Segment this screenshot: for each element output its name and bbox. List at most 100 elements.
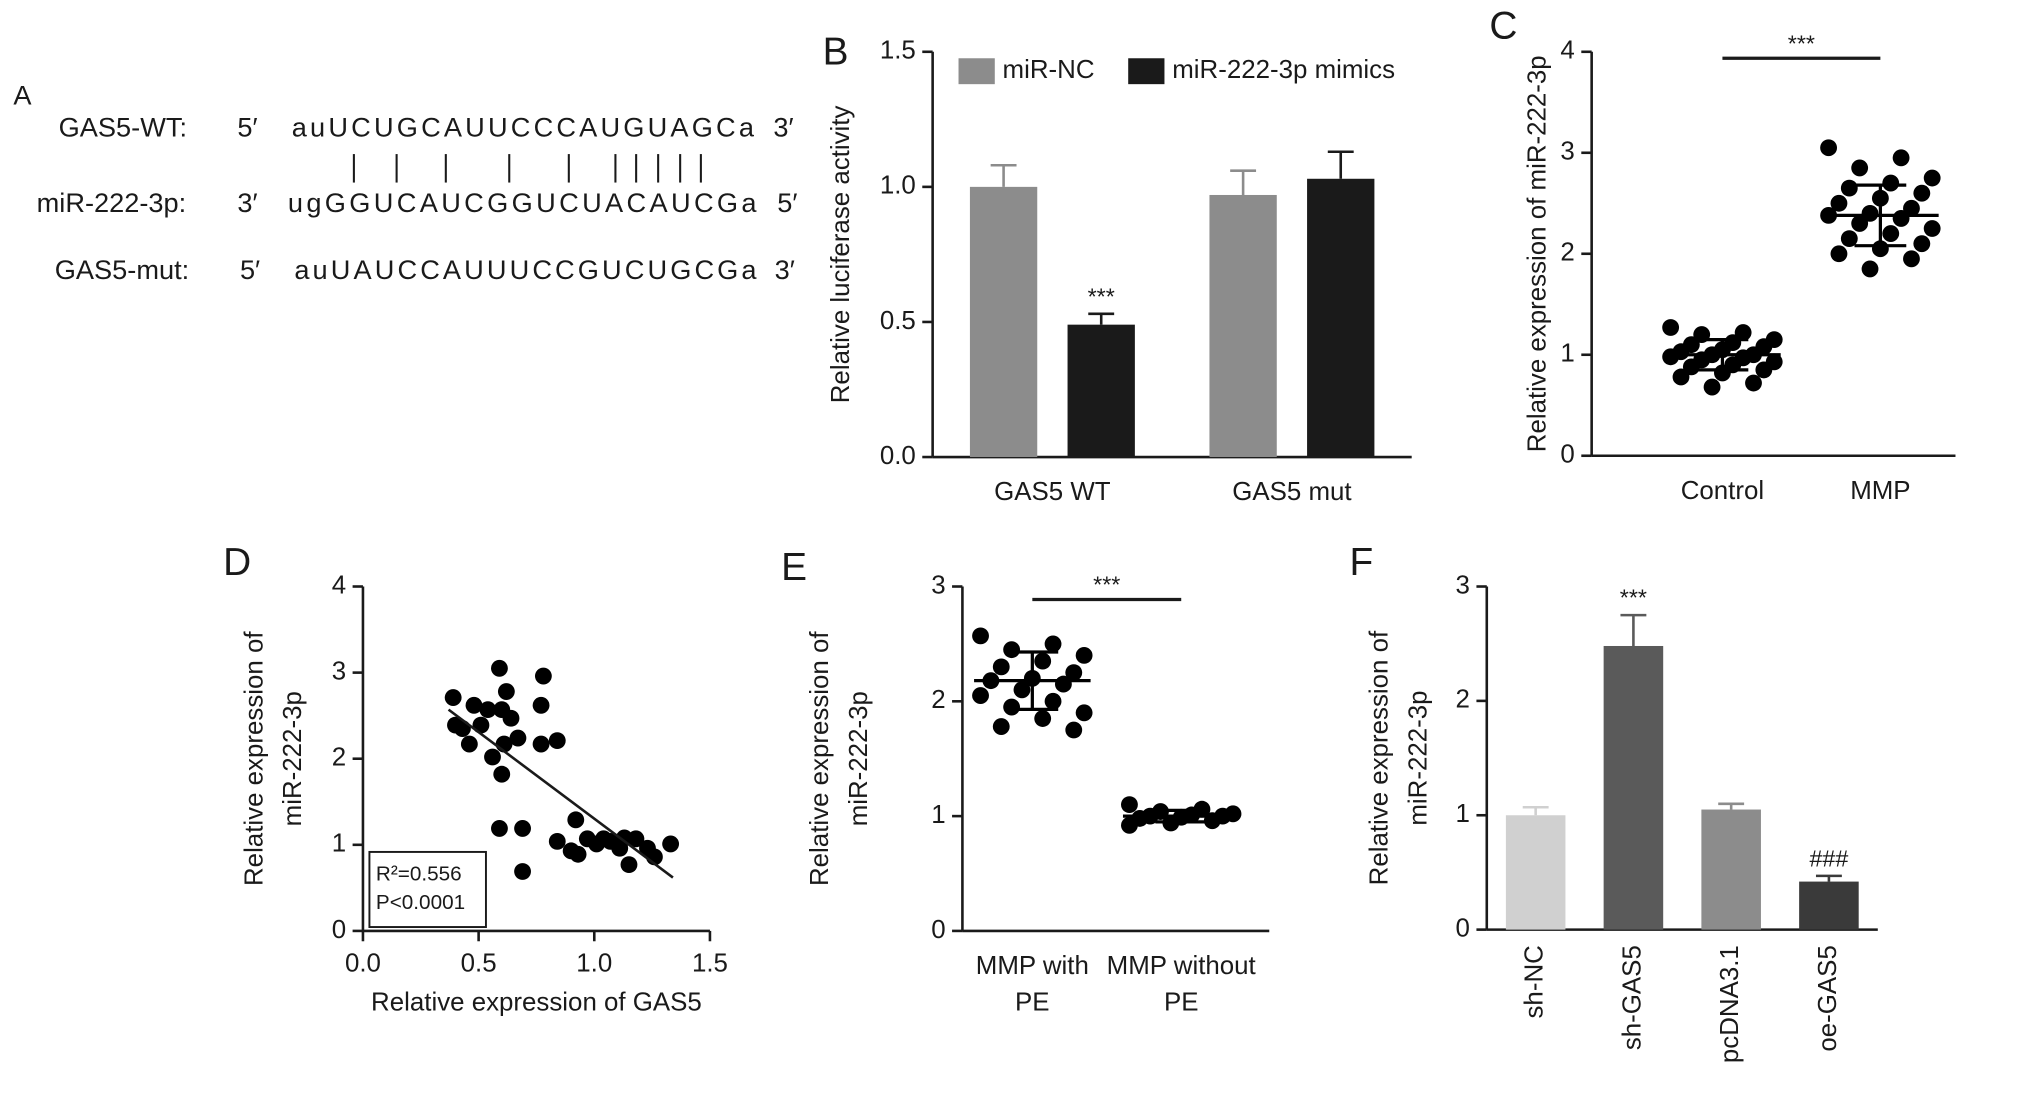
x-tick-label: sh-GAS5 <box>1618 945 1646 1050</box>
y-tick-label: 0 <box>931 916 945 944</box>
significance-label: *** <box>1088 283 1115 309</box>
y-tick-label: 3 <box>1560 138 1574 166</box>
row-end: 3′ <box>775 254 795 285</box>
sequence: auUCUGCAUUCCCAUGUAGCa <box>292 112 755 143</box>
bar <box>1603 645 1664 930</box>
bar <box>1799 881 1859 930</box>
data-point <box>1820 139 1838 157</box>
data-point <box>569 845 587 863</box>
x-tick-label: MMP without <box>1107 952 1256 980</box>
data-point <box>1121 816 1138 834</box>
bar <box>1505 815 1566 930</box>
data-point <box>1923 220 1941 237</box>
y-tick-label: 4 <box>1560 37 1574 65</box>
data-point <box>460 735 478 753</box>
error-bar <box>1620 613 1647 646</box>
panel-letter: D <box>223 541 251 584</box>
y-tick-label: 3 <box>1456 571 1470 599</box>
sequence-panel: A GAS5-WT: 5′ auUCUGCAUUCCCAUGUAGCa 3′ m… <box>13 79 797 285</box>
panel-letter: C <box>1489 5 1517 48</box>
data-point <box>1003 698 1021 716</box>
data-point <box>1065 721 1083 739</box>
data-point <box>548 732 566 750</box>
data-point <box>1065 664 1083 682</box>
row-end: 5′ <box>777 187 797 218</box>
significance-label: *** <box>1093 572 1120 598</box>
data-point <box>1913 235 1931 253</box>
data-point <box>1840 230 1858 248</box>
error-bar <box>1522 805 1549 816</box>
data-point <box>1903 199 1920 217</box>
data-point <box>1755 361 1773 379</box>
data-point <box>1903 250 1920 268</box>
y-tick-label: 4 <box>332 571 346 599</box>
data-point <box>497 683 515 700</box>
data-point <box>532 696 550 714</box>
data-point <box>509 729 527 747</box>
y-axis-label: Relative luciferase activity <box>827 106 855 404</box>
data-point <box>1682 358 1700 376</box>
legend-label: miR-222-3p mimics <box>1172 56 1395 84</box>
x-tick-label: GAS5 mut <box>1232 478 1351 506</box>
y-tick-label: 1.5 <box>880 37 916 65</box>
x-tick-label: GAS5 WT <box>994 478 1111 506</box>
data-point <box>972 627 989 645</box>
data-point <box>1923 169 1941 187</box>
data-point <box>1861 204 1879 222</box>
y-axis-label: Relative expression of miR-222-3p <box>1523 55 1551 452</box>
data-point <box>1672 368 1690 386</box>
data-point <box>620 856 638 874</box>
row-start: 3′ <box>237 187 257 218</box>
stats-box <box>368 850 487 929</box>
data-point <box>627 830 645 848</box>
error-bar <box>1088 312 1115 325</box>
y-tick-label: 0.0 <box>880 442 916 470</box>
data-point <box>1662 348 1680 366</box>
row-end: 3′ <box>773 112 793 143</box>
y-axis-label: miR-222-3p <box>845 691 873 826</box>
sd-bar <box>1155 808 1208 824</box>
data-point <box>1830 194 1848 212</box>
y-axis-label: Relative expression of <box>806 631 834 886</box>
data-point <box>1734 324 1752 341</box>
y-tick-label: 0 <box>332 916 346 944</box>
data-point <box>1882 225 1900 242</box>
data-point <box>514 820 531 837</box>
sequence: auUAUCCAUUUCCGUCUGCGa <box>294 254 757 285</box>
significance-label: *** <box>1620 585 1647 611</box>
data-point <box>1703 378 1721 396</box>
data-point <box>534 667 552 685</box>
data-point <box>484 748 501 766</box>
sd-bar <box>1006 650 1059 711</box>
stats-label: R²=0.556 <box>376 863 462 886</box>
data-point <box>479 701 497 719</box>
y-tick-label: 0.5 <box>880 307 916 335</box>
panel-letter: B <box>823 31 849 74</box>
significance-label: *** <box>1788 30 1815 56</box>
panel-letter: E <box>781 546 807 589</box>
row-label: miR-222-3p: <box>37 187 187 218</box>
data-point <box>514 863 531 880</box>
data-point <box>972 687 989 704</box>
x-axis-label: Relative expression of GAS5 <box>371 988 702 1016</box>
sd-bar <box>1696 337 1749 372</box>
data-point <box>491 659 508 677</box>
data-point <box>493 765 511 783</box>
data-point <box>1075 646 1093 664</box>
x-tick-label: 1.5 <box>692 949 728 977</box>
legend-swatch <box>958 58 995 85</box>
error-bar <box>1230 169 1257 195</box>
y-axis-label: Relative expression of <box>1365 630 1393 885</box>
data-point <box>1034 710 1052 727</box>
pairing-lines <box>352 154 702 183</box>
fit-line <box>447 708 674 879</box>
x-tick-label: 1.0 <box>576 949 612 977</box>
data-point <box>1044 635 1062 653</box>
stats-label: P<0.0001 <box>376 891 465 914</box>
y-tick-label: 1.0 <box>880 172 916 200</box>
data-point <box>992 718 1010 735</box>
y-axis-label: miR-222-3p <box>279 691 307 826</box>
error-bar <box>1815 874 1842 882</box>
bar <box>1701 809 1761 930</box>
